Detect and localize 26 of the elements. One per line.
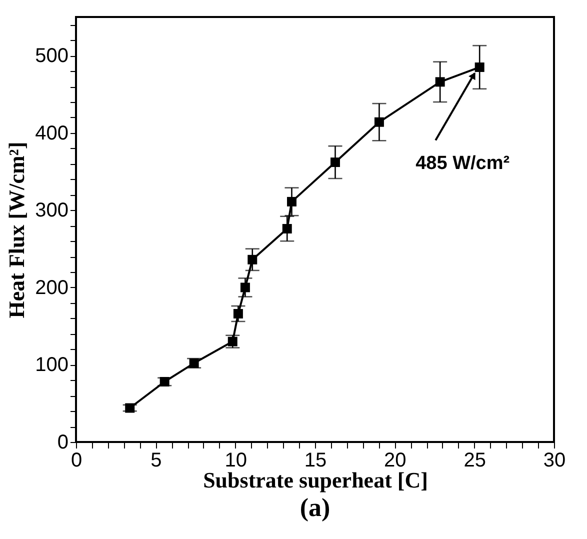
point xyxy=(240,282,250,292)
point xyxy=(374,117,384,127)
y-tick-label: 200 xyxy=(35,276,68,299)
y-tick-label: 400 xyxy=(35,122,68,144)
x-tick-label: 0 xyxy=(70,450,82,472)
y-tick-label: 100 xyxy=(35,354,68,376)
point xyxy=(474,62,484,72)
point xyxy=(248,254,258,264)
point xyxy=(330,158,340,168)
y-tick-label: 0 xyxy=(57,432,68,454)
y-tick-label: 500 xyxy=(35,45,68,68)
point xyxy=(189,358,199,368)
x-tick-label: 25 xyxy=(464,450,486,472)
annotation: 485 W/cm² xyxy=(416,153,510,174)
x-tick-label: 30 xyxy=(543,450,566,472)
point xyxy=(228,336,238,346)
x-tick-label: 5 xyxy=(150,450,162,472)
y-axis-title: Heat Flux [W/cm²] xyxy=(4,142,30,318)
point xyxy=(282,224,292,234)
point xyxy=(286,196,296,206)
point xyxy=(435,77,445,87)
y-tick-label: 300 xyxy=(35,200,68,222)
point xyxy=(233,308,243,318)
point xyxy=(160,376,170,386)
point xyxy=(125,403,135,413)
text: (a) xyxy=(300,493,330,522)
